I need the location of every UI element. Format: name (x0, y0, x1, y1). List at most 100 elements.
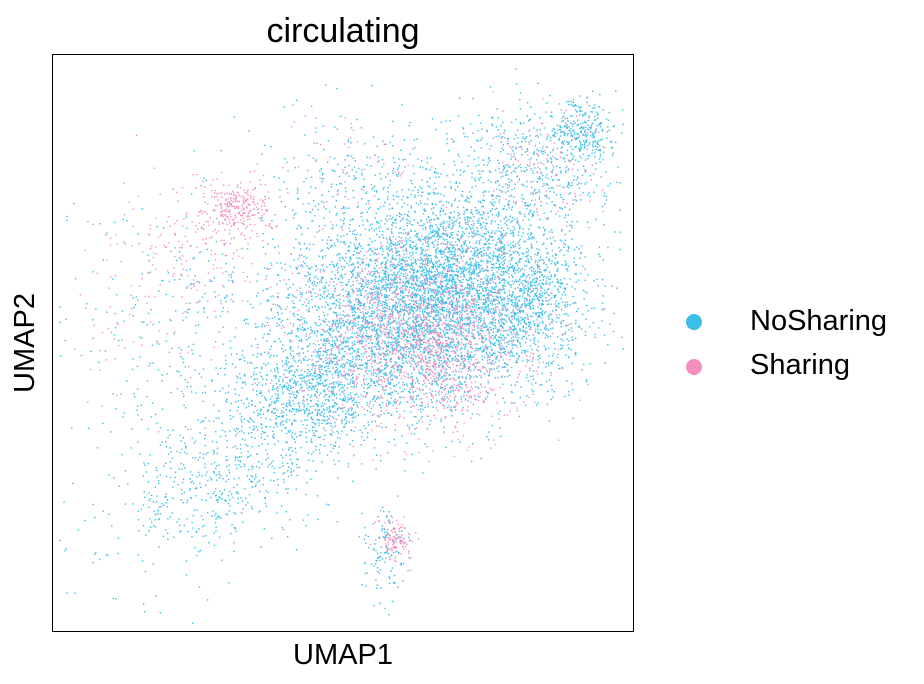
point-nosharing (339, 383, 341, 386)
point-nosharing (546, 277, 548, 279)
point-nosharing (568, 329, 570, 331)
point-nosharing (356, 334, 359, 337)
point-nosharing (389, 402, 392, 404)
point-nosharing (432, 306, 435, 308)
point-nosharing (353, 398, 355, 400)
point-nosharing (419, 344, 421, 346)
point-nosharing (472, 356, 474, 358)
point-nosharing (472, 232, 474, 234)
point-nosharing (300, 254, 303, 256)
point-nosharing (477, 333, 480, 335)
point-nosharing (320, 281, 323, 284)
point-nosharing (357, 294, 359, 296)
point-nosharing (296, 327, 299, 329)
point-nosharing (404, 470, 406, 472)
point-nosharing (428, 374, 430, 376)
point-nosharing (494, 232, 496, 234)
point-nosharing (487, 296, 489, 298)
point-nosharing (417, 259, 419, 261)
point-nosharing (425, 307, 427, 309)
point-nosharing (390, 414, 392, 416)
point-nosharing (319, 298, 321, 300)
point-nosharing (484, 191, 487, 193)
point-nosharing (375, 372, 377, 375)
point-nosharing (384, 314, 387, 316)
point-nosharing (453, 160, 455, 163)
point-nosharing (371, 306, 374, 309)
point-nosharing (511, 299, 514, 302)
point-nosharing (434, 351, 437, 354)
point-nosharing (377, 305, 379, 307)
point-nosharing (374, 262, 377, 265)
point-nosharing (403, 331, 405, 333)
point-nosharing (484, 233, 486, 235)
point-nosharing (325, 301, 327, 303)
point-nosharing (435, 249, 437, 251)
point-nosharing (419, 267, 421, 269)
point-nosharing (450, 318, 452, 320)
point-nosharing (443, 405, 446, 407)
point-nosharing (384, 293, 386, 296)
point-nosharing (410, 326, 412, 328)
point-nosharing (277, 367, 279, 370)
point-nosharing (490, 291, 492, 293)
point-nosharing (501, 257, 503, 260)
point-nosharing (456, 284, 458, 286)
point-nosharing (383, 279, 385, 281)
point-nosharing (447, 251, 449, 254)
point-nosharing (477, 387, 480, 389)
point-nosharing (399, 314, 401, 316)
point-nosharing (309, 273, 311, 276)
point-nosharing (398, 212, 400, 214)
point-nosharing (338, 351, 340, 354)
point-nosharing (375, 375, 378, 377)
point-nosharing (442, 329, 444, 332)
point-nosharing (528, 205, 530, 207)
point-nosharing (354, 307, 356, 309)
point-nosharing (392, 244, 395, 246)
point-nosharing (402, 354, 404, 356)
point-nosharing (421, 258, 423, 261)
point-nosharing (475, 316, 477, 318)
point-nosharing (431, 242, 433, 244)
point-nosharing (515, 305, 517, 307)
point-nosharing (428, 290, 430, 292)
point-nosharing (397, 341, 399, 344)
point-nosharing (422, 288, 425, 290)
point-nosharing (402, 390, 404, 393)
point-nosharing (262, 246, 264, 249)
point-nosharing (295, 266, 297, 269)
point-nosharing (367, 292, 369, 295)
point-nosharing (399, 328, 401, 331)
point-nosharing (313, 276, 316, 279)
point-nosharing (351, 270, 353, 273)
point-nosharing (358, 287, 361, 290)
point-nosharing (402, 309, 404, 312)
point-nosharing (458, 239, 460, 241)
point-nosharing (465, 303, 467, 306)
point-nosharing (406, 279, 409, 282)
point-nosharing (362, 320, 364, 323)
point-nosharing (438, 343, 440, 346)
point-nosharing (597, 285, 599, 287)
point-nosharing (445, 345, 447, 347)
point-nosharing (385, 364, 387, 366)
point-nosharing (514, 402, 516, 404)
point-nosharing (419, 325, 421, 328)
point-nosharing (261, 323, 264, 325)
point-nosharing (517, 234, 520, 236)
point-nosharing (528, 324, 531, 326)
point-nosharing (382, 285, 384, 287)
point-nosharing (349, 295, 351, 297)
point-nosharing (362, 316, 364, 319)
point-nosharing (345, 416, 348, 418)
point-nosharing (452, 301, 454, 303)
point-nosharing (433, 280, 435, 282)
point-nosharing (374, 438, 376, 441)
point-nosharing (308, 409, 310, 411)
point-nosharing (503, 318, 505, 321)
point-nosharing (371, 289, 373, 291)
point-nosharing (451, 386, 454, 388)
point-nosharing (471, 235, 473, 237)
point-nosharing (340, 322, 342, 324)
